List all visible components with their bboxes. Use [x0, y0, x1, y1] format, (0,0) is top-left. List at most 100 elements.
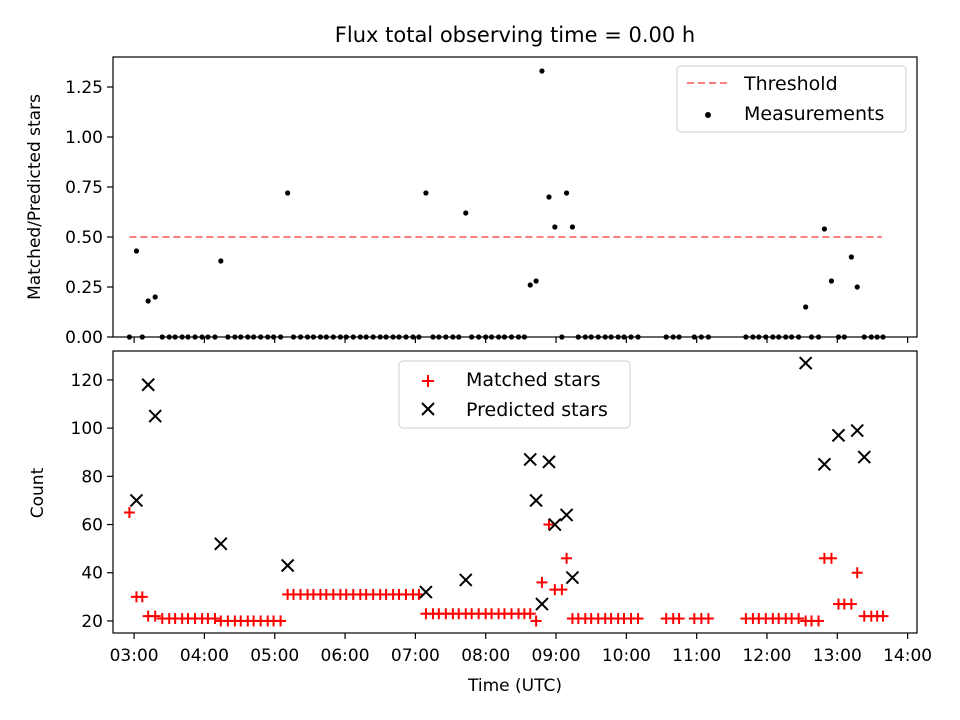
- count-y-ticks: 20 40 60 80 100 120: [71, 371, 113, 632]
- ratio-panel: Flux total observing time = 0.00 h Match…: [25, 23, 918, 348]
- measurement-point: [848, 254, 854, 260]
- count-legend: Matched stars Predicted stars: [398, 360, 631, 429]
- matched-star-point: [536, 576, 548, 588]
- count-x-ticks: 03:00 04:00 05:00 06:00 07:00 08:00 09:00 10:00…: [110, 633, 932, 666]
- measurement-point: [145, 298, 151, 304]
- legend-matched-label: Matched stars: [466, 369, 600, 391]
- matched-star-point: [793, 613, 805, 625]
- predicted-star-point: [148, 409, 162, 423]
- predicted-star-point: [280, 558, 295, 573]
- measurement-point: [527, 282, 533, 288]
- matched-star-point: [530, 615, 542, 627]
- x-tick-label: 06:00: [321, 646, 370, 666]
- ratio-y-tick-label: 1.25: [65, 78, 103, 98]
- predicted-star-point: [214, 537, 228, 551]
- ratio-y-tick-label: 0.00: [65, 328, 103, 348]
- predicted-star-point: [565, 570, 580, 585]
- predicted-star-point: [529, 493, 543, 508]
- matched-star-point: [561, 552, 573, 564]
- predicted-star-point: [559, 508, 574, 522]
- ratio-legend-box: [676, 65, 907, 133]
- x-tick-label: 10:00: [602, 646, 651, 666]
- x-tick-label: 03:00: [110, 646, 159, 666]
- x-tick-label: 14:00: [883, 646, 932, 666]
- predicted-star-point: [817, 457, 832, 471]
- predicted-star-point: [129, 493, 144, 508]
- predicted-star-point: [857, 450, 871, 464]
- measurement-point: [803, 304, 809, 310]
- matched-star-point: [524, 608, 536, 620]
- measurement-point: [539, 68, 545, 74]
- chart-title: Flux total observing time = 0.00 h: [335, 23, 695, 47]
- measurement-point: [828, 278, 835, 284]
- x-tick-label: 09:00: [532, 646, 581, 666]
- matched-star-point: [673, 613, 685, 625]
- measurement-point: [152, 294, 158, 300]
- ratio-y-tick-label: 0.50: [65, 228, 103, 248]
- matched-star-point: [851, 567, 863, 579]
- x-tick-label: 07:00: [391, 646, 440, 666]
- predicted-star-point: [831, 428, 846, 443]
- measurement-point: [218, 258, 224, 264]
- matched-star-point: [845, 598, 857, 610]
- count-legend-box: [398, 360, 631, 429]
- ratio-y-tick-label: 0.75: [65, 178, 103, 198]
- x-tick-label: 08:00: [461, 646, 510, 666]
- count-y-axis-label: Count: [28, 467, 48, 518]
- predicted-star-point: [850, 423, 864, 438]
- matched-star-point: [275, 615, 287, 627]
- legend-matched-swatch: [422, 375, 434, 387]
- matched-star-point: [632, 613, 644, 625]
- count-axes-frame: [112, 350, 918, 634]
- predicted-star-point: [141, 378, 155, 392]
- ratio-y-ticks: 0.00 0.25 0.50 0.75 1.00 1.25: [65, 78, 113, 348]
- x-tick-label: 13:00: [813, 646, 862, 666]
- legend-predicted-label: Predicted stars: [466, 399, 608, 421]
- count-y-tick-label: 40: [81, 564, 103, 584]
- measurement-point: [546, 194, 552, 200]
- x-axis-label: Time (UTC): [467, 676, 562, 696]
- x-tick-label: 11:00: [672, 646, 721, 666]
- predicted-stars-layer: [129, 356, 871, 611]
- legend-measurements-label: Measurements: [744, 103, 884, 125]
- count-y-tick-label: 60: [81, 516, 103, 536]
- matched-star-point: [543, 519, 555, 531]
- measurement-point: [285, 190, 291, 196]
- measurement-point: [133, 248, 140, 254]
- predicted-star-point: [798, 356, 813, 370]
- x-tick-label: 12:00: [742, 646, 791, 666]
- count-panel: Count Time (UTC) 20 40 60 80 100 120 03:00 04:…: [28, 350, 932, 696]
- matched-star-point: [556, 584, 568, 596]
- measurement-point: [533, 278, 539, 284]
- ratio-y-axis-label: Matched/Predicted stars: [25, 94, 45, 300]
- legend-threshold-label: Threshold: [743, 73, 838, 95]
- measurement-point: [552, 224, 558, 230]
- matched-star-point: [702, 613, 714, 625]
- ratio-y-tick-label: 1.00: [65, 128, 103, 148]
- count-y-tick-label: 80: [81, 467, 103, 487]
- predicted-star-point: [548, 517, 562, 532]
- measurement-point: [563, 190, 570, 196]
- ratio-y-tick-label: 0.25: [65, 278, 103, 298]
- legend-predicted-swatch: [421, 402, 435, 416]
- measurement-point: [463, 210, 469, 216]
- matched-star-point: [877, 610, 889, 622]
- count-y-tick-label: 20: [81, 612, 103, 632]
- predicted-star-point: [542, 455, 556, 469]
- matched-star-point: [813, 615, 825, 627]
- matched-star-point: [209, 613, 221, 625]
- predicted-star-point: [535, 597, 549, 611]
- count-y-tick-label: 100: [71, 419, 103, 439]
- x-tick-label: 05:00: [250, 646, 299, 666]
- legend-measurements-swatch: [705, 112, 711, 118]
- measurement-point: [854, 284, 860, 290]
- predicted-star-point: [459, 573, 473, 587]
- measurement-point: [821, 226, 828, 232]
- ratio-x-ticks: [133, 337, 909, 343]
- ratio-legend: Threshold Measurements: [676, 65, 907, 133]
- matched-star-point: [136, 591, 148, 603]
- matched-stars-layer: [123, 506, 889, 627]
- matched-star-point: [149, 610, 161, 622]
- ratio-axes-frame: [112, 56, 918, 338]
